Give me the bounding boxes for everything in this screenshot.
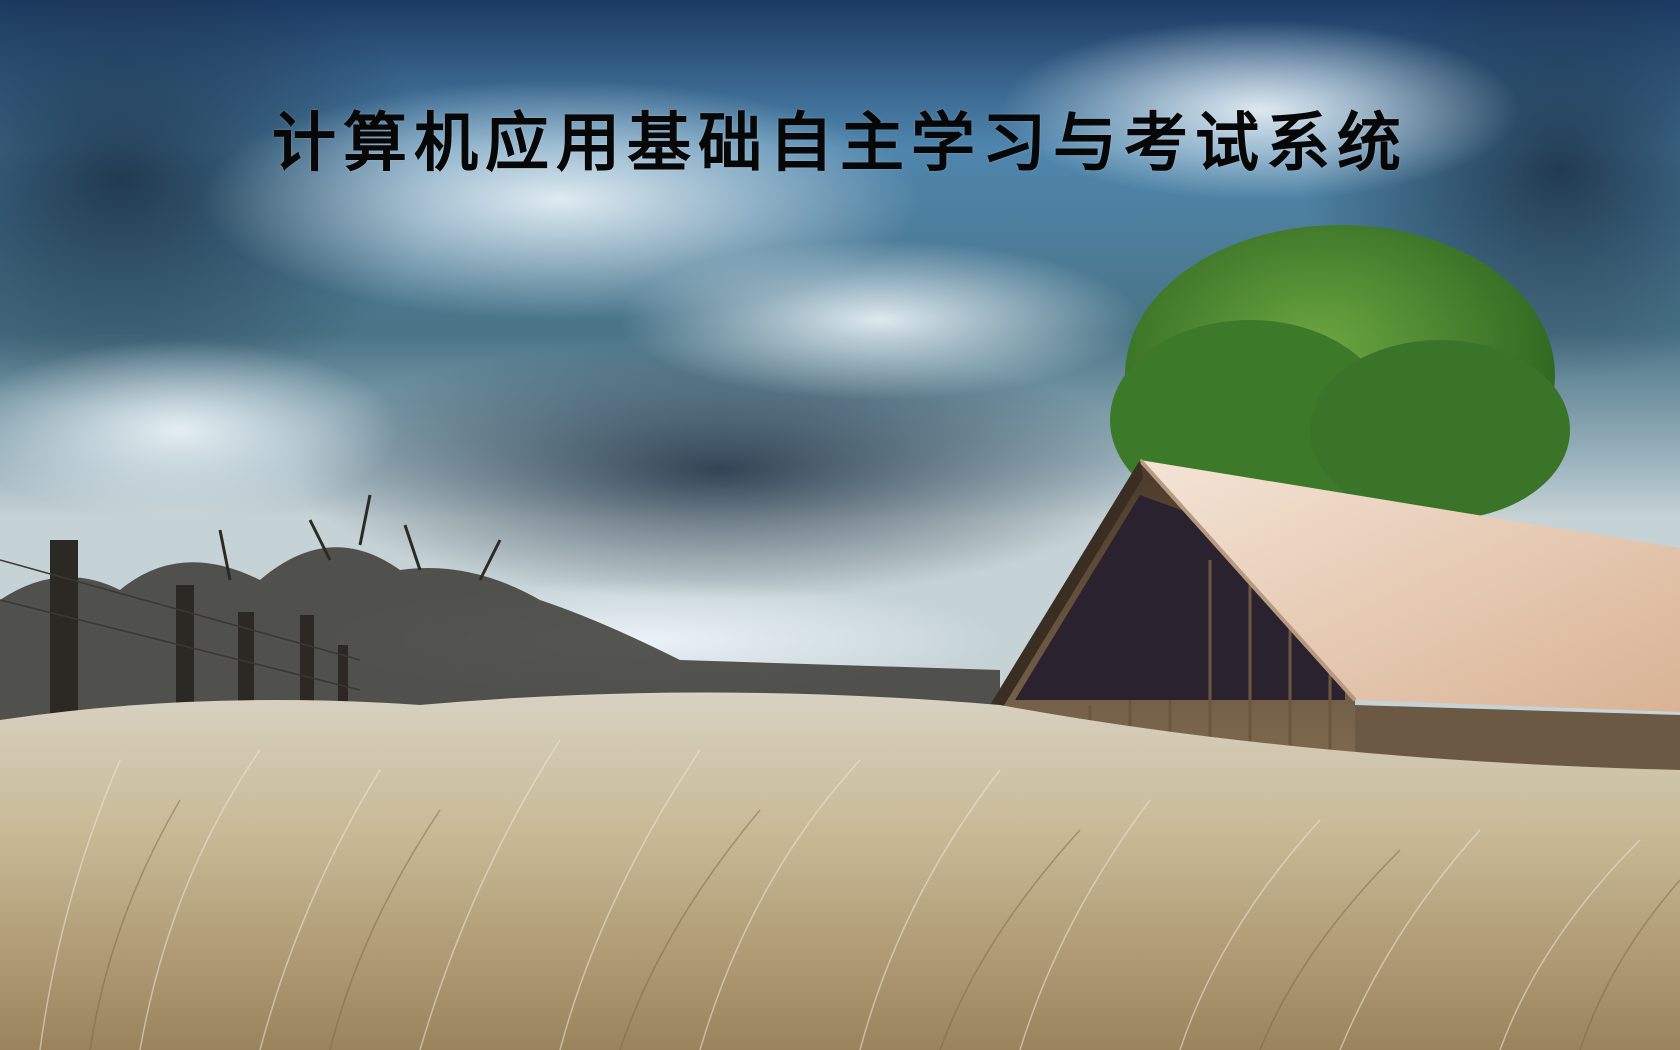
app-title: 计算机应用基础自主学习与考试系统 bbox=[272, 107, 1408, 181]
